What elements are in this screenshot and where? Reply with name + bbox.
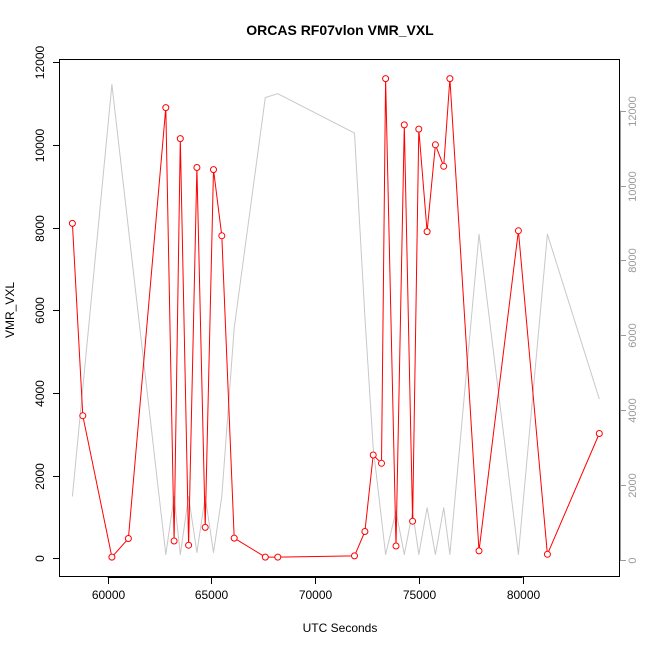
data-point: [440, 162, 448, 170]
data-point: [193, 164, 201, 171]
y2-tick-label: 6000: [627, 323, 639, 347]
data-point: [378, 459, 385, 467]
chart-title: ORCAS RF07vlon VMR_VXL: [246, 22, 434, 38]
y2-tick-label: 4000: [627, 398, 639, 422]
data-point: [361, 528, 369, 535]
data-point: [218, 232, 226, 240]
data-point: [351, 552, 358, 560]
data-point: [595, 430, 603, 437]
axes: 60000 65000 70000 75000 80000020004000600080…: [33, 45, 639, 602]
data-point: [124, 535, 132, 542]
y2-tick-label: 8000: [627, 248, 639, 272]
data-point: [185, 541, 193, 549]
data-point: [79, 412, 87, 420]
x-tick-label: 60000: [92, 588, 126, 602]
x-axis-label: UTC Seconds: [303, 621, 378, 635]
data-point: [446, 75, 454, 83]
data-point: [261, 553, 269, 561]
data-point: [369, 451, 377, 459]
data-point: [382, 75, 390, 83]
y-tick-label: 6000: [33, 297, 47, 324]
y2-tick-label: 2000: [627, 473, 639, 497]
data-point: [475, 547, 483, 555]
x-tick-label: 80000: [507, 588, 541, 602]
y-tick-label: 0: [33, 555, 47, 562]
y-axis-label: VMR_VXL: [3, 282, 17, 338]
data-point: [431, 141, 439, 149]
data-point: [423, 228, 431, 236]
y2-tick-label: 10000: [627, 171, 639, 202]
data-point: [210, 166, 217, 174]
data-point: [176, 135, 184, 143]
data-point: [392, 542, 400, 550]
data-point: [230, 534, 238, 542]
y-tick-label: 10000: [33, 128, 47, 162]
y2-tick-label: 0: [627, 557, 639, 563]
y-tick-label: 12000: [33, 45, 47, 79]
y-tick-label: 2000: [33, 463, 47, 490]
primary-series-line: [71, 78, 600, 558]
series-layer: [68, 75, 603, 561]
data-point: [543, 550, 551, 558]
x-tick-label: 75000: [403, 588, 437, 602]
x-tick-label: 70000: [299, 588, 333, 602]
y-tick-label: 8000: [33, 215, 47, 242]
data-point: [415, 125, 423, 133]
data-point: [274, 553, 282, 561]
data-point: [162, 104, 170, 112]
data-point: [108, 553, 116, 561]
data-point: [409, 517, 417, 525]
data-point: [514, 227, 522, 235]
secondary-series-line: [71, 83, 600, 555]
plot-frame: [59, 59, 620, 577]
x-tick-label: 65000: [195, 588, 229, 602]
data-point: [201, 523, 209, 531]
data-point: [170, 537, 178, 545]
data-point: [68, 219, 76, 227]
y2-tick-label: 12000: [627, 96, 639, 127]
data-point: [400, 121, 408, 129]
y-tick-label: 4000: [33, 380, 47, 407]
